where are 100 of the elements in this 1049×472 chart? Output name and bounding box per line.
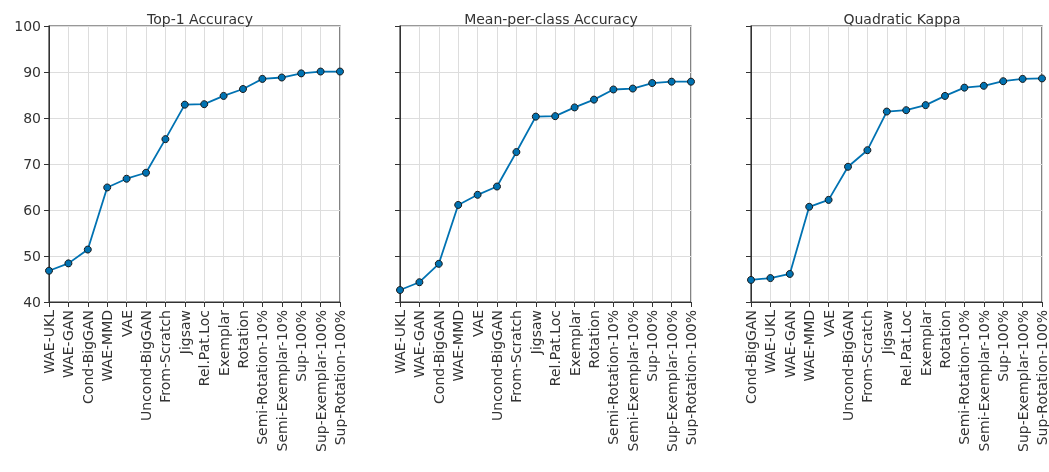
- point: [609, 85, 618, 94]
- point: [277, 73, 286, 82]
- point: [766, 274, 775, 283]
- point: [531, 112, 540, 121]
- y-tick-label: 50: [23, 248, 41, 264]
- point: [200, 100, 209, 109]
- point: [979, 81, 988, 90]
- point: [415, 278, 424, 287]
- y-tick-label: 40: [23, 294, 41, 310]
- point: [747, 275, 755, 284]
- x-tick-label: WAE-GAN: [60, 310, 77, 378]
- point: [258, 74, 267, 83]
- x-tick-label: From-Scratch: [859, 310, 876, 403]
- x-tick-label: Sup-100%: [995, 310, 1012, 382]
- x-tick-label: Jigsaw: [176, 310, 193, 356]
- x-tick-label: Cond-BigGAN: [430, 310, 447, 404]
- point: [882, 107, 891, 116]
- x-tick-label: Uncond-BigGAN: [840, 310, 856, 421]
- x-tick-label: Sup-Rotation-100%: [1034, 310, 1049, 446]
- x-tick-label: VAE: [469, 310, 486, 338]
- x-tick-label: VAE: [118, 310, 135, 338]
- point: [590, 95, 598, 104]
- x-tick-label: Semi-Exemplar-10%: [273, 310, 290, 452]
- point: [785, 269, 794, 278]
- point: [648, 79, 657, 88]
- x-tick-label: Jigsaw: [527, 310, 544, 356]
- point: [921, 101, 930, 110]
- x-tick-label: Rel.Pat.Loc: [898, 310, 915, 387]
- point: [219, 91, 228, 100]
- x-tick-label: Semi-Rotation-10%: [254, 310, 271, 445]
- point: [142, 168, 150, 177]
- x-tick-label: From-Scratch: [508, 310, 525, 403]
- x-tick-label: Jigsaw: [878, 310, 895, 356]
- x-tick-label: WAE-GAN: [781, 310, 798, 378]
- point: [454, 200, 463, 209]
- y-tick-label: 90: [23, 64, 41, 80]
- point: [999, 77, 1008, 86]
- point: [180, 100, 189, 109]
- point: [316, 67, 325, 76]
- x-tick-label: Sup-100%: [293, 310, 310, 382]
- point: [64, 259, 73, 268]
- x-tick-label: Semi-Rotation-10%: [605, 310, 622, 445]
- x-tick-label: Exemplar: [917, 309, 934, 377]
- x-tick-label: Cond-BigGAN: [743, 310, 759, 404]
- y-tick-label: 80: [23, 110, 41, 126]
- x-tick-label: WAE-UKL: [392, 309, 408, 374]
- x-tick-label: Sup-100%: [644, 310, 661, 382]
- point: [396, 286, 404, 295]
- chart-title: Mean-per-class Accuracy: [464, 11, 638, 27]
- y-tick-label: 70: [23, 156, 41, 172]
- point: [512, 148, 521, 157]
- point: [473, 190, 482, 199]
- x-tick-label: Rel.Pat.Loc: [547, 310, 564, 387]
- point: [1038, 74, 1046, 83]
- point: [960, 83, 969, 92]
- x-tick-label: WAE-MMD: [450, 310, 467, 382]
- x-tick-label: Sup-Rotation-100%: [332, 310, 348, 446]
- point: [336, 67, 344, 76]
- point: [863, 146, 872, 155]
- point: [687, 77, 695, 86]
- point: [551, 112, 560, 121]
- point: [824, 195, 833, 204]
- point: [434, 259, 443, 268]
- x-tick-label: Semi-Rotation-10%: [956, 310, 973, 445]
- x-tick-label: Rotation: [586, 310, 602, 369]
- x-tick-label: WAE-UKL: [762, 309, 779, 374]
- chart-title: Top-1 Accuracy: [146, 11, 253, 27]
- chart-title: Quadratic Kappa: [843, 11, 961, 27]
- point: [103, 183, 112, 192]
- y-tick-label: 100: [14, 18, 41, 34]
- x-tick-label: Rotation: [235, 310, 251, 369]
- x-tick-label: WAE-UKL: [41, 309, 57, 374]
- x-tick-label: Sup-Exemplar-100%: [312, 310, 329, 452]
- x-tick-label: Rel.Pat.Loc: [196, 310, 213, 387]
- x-tick-label: From-Scratch: [157, 310, 174, 403]
- x-tick-label: Rotation: [937, 310, 953, 369]
- x-tick-label: Semi-Exemplar-10%: [624, 310, 641, 452]
- point: [45, 266, 53, 275]
- point: [161, 135, 170, 144]
- point: [1018, 74, 1027, 83]
- point: [239, 85, 247, 94]
- x-tick-label: Sup-Rotation-100%: [683, 310, 699, 446]
- point: [122, 174, 131, 183]
- point: [902, 106, 911, 115]
- point: [628, 84, 637, 93]
- x-tick-label: Sup-Exemplar-100%: [1014, 310, 1031, 452]
- x-tick-label: Uncond-BigGAN: [489, 310, 505, 421]
- x-tick-label: VAE: [820, 310, 837, 338]
- x-tick-label: WAE-MMD: [801, 310, 818, 382]
- point: [941, 91, 949, 100]
- x-tick-label: Sup-Exemplar-100%: [663, 310, 680, 452]
- point: [83, 245, 92, 254]
- x-tick-label: Uncond-BigGAN: [138, 310, 154, 421]
- x-tick-label: WAE-MMD: [99, 310, 116, 382]
- point: [667, 77, 676, 86]
- point: [805, 202, 814, 211]
- x-tick-label: Exemplar: [215, 309, 232, 377]
- x-tick-label: Exemplar: [566, 309, 583, 377]
- point: [493, 182, 501, 191]
- point: [844, 162, 852, 171]
